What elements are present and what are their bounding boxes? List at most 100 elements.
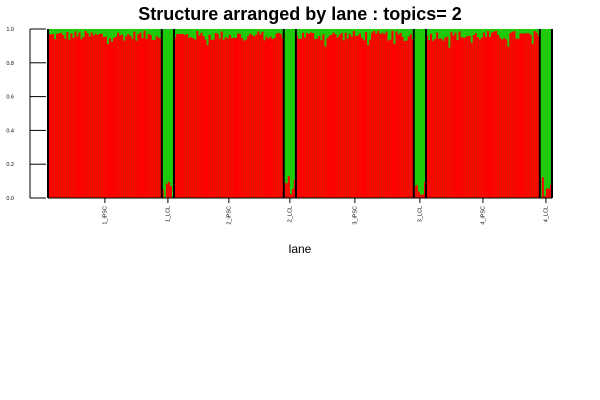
sample-bar-topic1 — [397, 34, 400, 198]
sample-bar-topic1 — [265, 36, 268, 198]
x-tick-label: 3_LCL — [417, 206, 423, 222]
sample-bar-topic1 — [237, 33, 240, 199]
x-tick-label: 2_iPSC — [226, 206, 232, 225]
sample-bar-topic1 — [100, 33, 104, 198]
sample-bar-topic1 — [373, 30, 376, 199]
sample-bar-topic1 — [202, 35, 205, 199]
sample-bar-topic1 — [88, 36, 92, 198]
sample-bar-topic1 — [194, 39, 197, 198]
sample-bar-topic1 — [312, 33, 315, 198]
sample-bar-topic1 — [379, 34, 382, 198]
sample-bar-topic1 — [165, 183, 169, 198]
sample-bar-topic1 — [230, 38, 234, 198]
sample-bar-topic1 — [434, 38, 437, 198]
sample-bar-topic1 — [377, 30, 380, 198]
sample-bar-topic1 — [499, 37, 502, 198]
sample-bar-topic1 — [444, 37, 447, 198]
sample-bar-topic1 — [300, 38, 303, 199]
sample-bar-topic1 — [115, 36, 118, 198]
sample-bar-topic1 — [474, 33, 478, 198]
sample-bar-topic1 — [184, 35, 187, 198]
sample-bar-topic1 — [375, 33, 378, 198]
sample-bar-topic2 — [167, 29, 171, 198]
sample-bar-topic2 — [543, 29, 547, 198]
sample-bar-topic1 — [442, 40, 445, 198]
sample-bar-topic1 — [495, 31, 498, 198]
sample-bar-topic1 — [401, 36, 405, 199]
y-tick-label: 0.6 — [6, 95, 14, 101]
sample-bar-topic1 — [383, 34, 386, 198]
sample-bar-topic1 — [419, 194, 423, 198]
sample-bar-topic1 — [66, 31, 69, 199]
sample-bar-topic1 — [253, 36, 256, 198]
x-tick-label: 3_iPSC — [352, 206, 358, 225]
sample-bar-topic1 — [480, 37, 484, 198]
sample-bar-topic1 — [198, 35, 201, 199]
sample-bar-topic1 — [182, 33, 185, 198]
sample-bar-topic1 — [322, 34, 325, 198]
sample-bar-topic2 — [165, 29, 169, 198]
sample-bar-topic1 — [54, 39, 57, 198]
sample-bar-topic1 — [222, 39, 226, 198]
sample-bar-topic1 — [96, 34, 100, 198]
sample-bar-topic1 — [92, 35, 96, 198]
sample-bar-topic1 — [541, 177, 545, 198]
sample-bar-topic1 — [342, 40, 346, 198]
sample-bar-topic1 — [90, 32, 94, 198]
sample-bar-topic1 — [446, 36, 449, 198]
sample-bar-topic1 — [141, 37, 144, 198]
sample-bar-topic1 — [210, 39, 214, 198]
sample-bar-topic1 — [161, 189, 165, 198]
sample-bar-topic1 — [143, 30, 146, 199]
sample-bar-topic1 — [517, 38, 520, 199]
group-4_iPSC — [426, 29, 541, 199]
sample-bar-topic1 — [216, 33, 220, 198]
sample-bar-topic2 — [545, 29, 549, 198]
sample-bar-topic1 — [108, 38, 112, 198]
sample-bar-topic1 — [64, 38, 67, 199]
sample-bar-topic1 — [523, 33, 526, 198]
sample-bar-topic1 — [306, 32, 309, 199]
sample-bar-topic1 — [547, 188, 551, 198]
sample-bar-topic1 — [206, 44, 209, 198]
sample-bar-topic1 — [153, 39, 157, 198]
sample-bar-topic1 — [102, 36, 106, 199]
sample-bar-topic1 — [521, 33, 524, 199]
sample-bar-topic1 — [119, 35, 122, 198]
sample-bar-topic1 — [277, 32, 281, 199]
sample-bar-topic1 — [139, 32, 142, 198]
sample-bar-topic1 — [340, 32, 344, 198]
sample-bar-topic1 — [430, 33, 433, 198]
sample-bar-topic1 — [190, 37, 193, 199]
sample-bar-topic1 — [478, 39, 482, 198]
sample-bar-topic1 — [533, 31, 537, 198]
sample-bar-topic1 — [117, 32, 120, 198]
sample-bar-topic1 — [50, 34, 53, 198]
sample-bar-topic1 — [241, 38, 244, 198]
sample-bar-topic1 — [208, 34, 211, 198]
sample-bar-topic1 — [113, 37, 116, 198]
sample-bar-topic1 — [450, 31, 453, 199]
sample-bar-topic1 — [476, 37, 480, 199]
sample-bar-topic2 — [413, 29, 417, 198]
sample-bar-topic1 — [334, 34, 337, 199]
sample-bar-topic1 — [129, 35, 132, 199]
sample-bar-topic1 — [501, 39, 504, 198]
sample-bar-topic1 — [507, 46, 510, 198]
sample-bar-topic1 — [255, 34, 258, 198]
sample-bar-topic1 — [239, 33, 242, 198]
sample-bar-topic1 — [436, 32, 439, 198]
sample-bar-topic1 — [458, 31, 461, 198]
sample-bar-topic1 — [76, 36, 79, 198]
sample-bar-topic1 — [314, 39, 317, 199]
sample-bar-topic1 — [304, 37, 307, 199]
sample-bar-topic1 — [482, 32, 486, 199]
sample-bar-topic1 — [279, 34, 283, 198]
sample-bar-topic1 — [318, 35, 321, 199]
sample-bar-topic1 — [68, 39, 71, 199]
sample-bar-topic1 — [84, 30, 88, 199]
sample-bar-topic1 — [302, 32, 305, 199]
sample-bar-topic1 — [363, 40, 366, 198]
sample-bar-topic1 — [226, 38, 230, 199]
sample-bar-topic1 — [86, 33, 90, 198]
